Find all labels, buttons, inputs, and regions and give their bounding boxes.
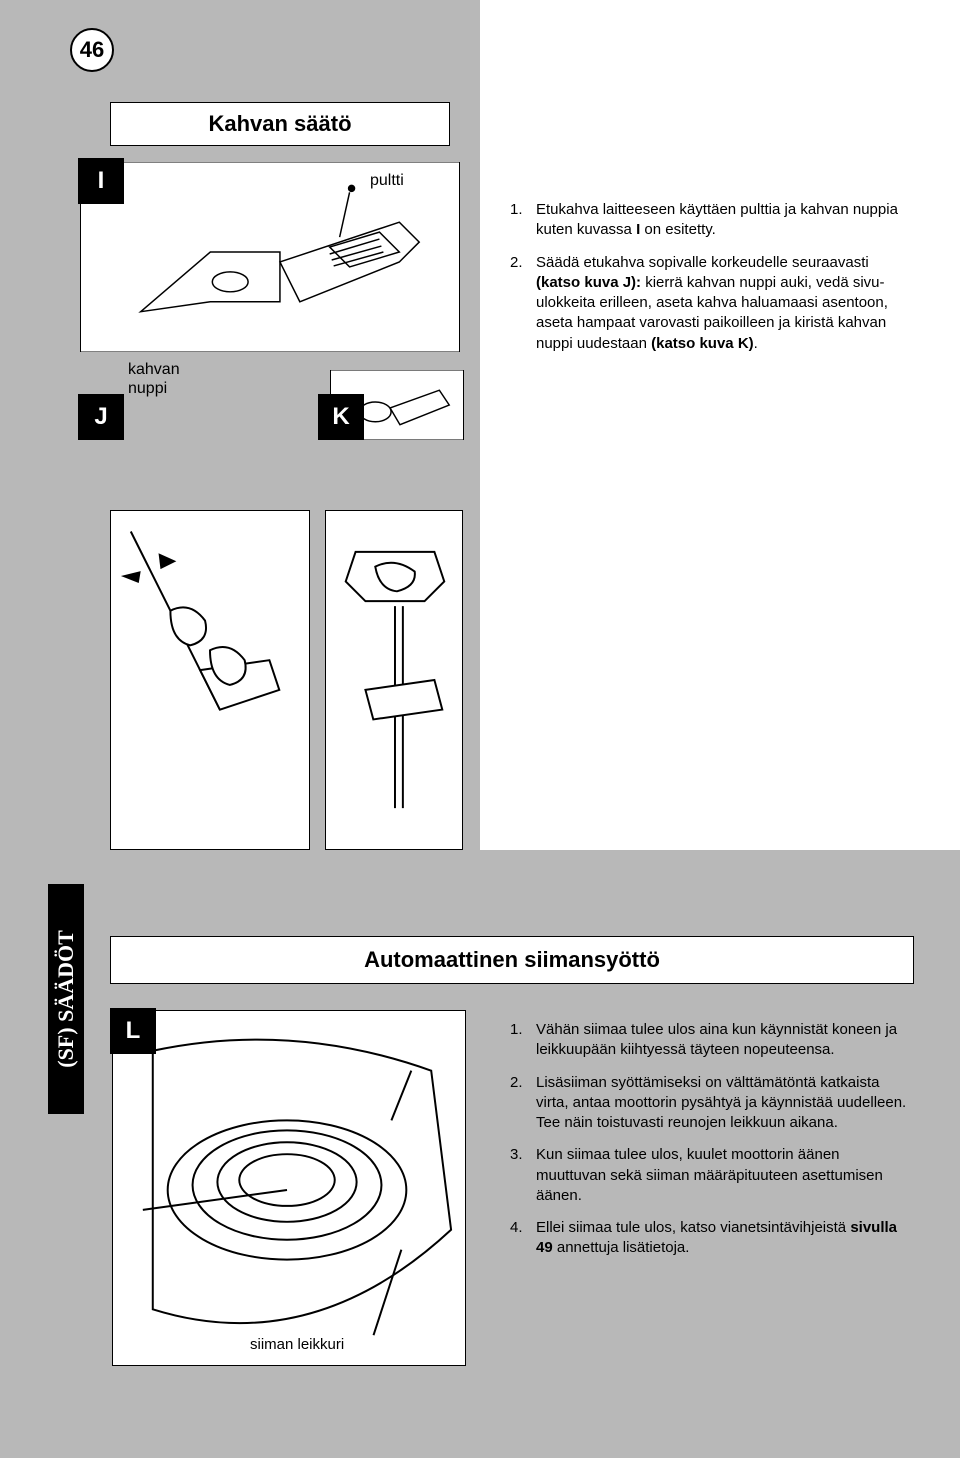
instruction-number: 1. bbox=[510, 200, 536, 241]
side-tab-text: (SF) SÄÄDÖT bbox=[53, 930, 79, 1068]
figure-middle-left bbox=[110, 510, 310, 850]
figure-middle-left-illustration bbox=[111, 510, 309, 850]
figure-tag-k: K bbox=[318, 394, 364, 440]
instr-text-part: Lisäsiiman syöttämiseksi on välttämätönt… bbox=[536, 1074, 906, 1132]
instr-text-part: on esitetty. bbox=[640, 221, 716, 238]
instruction-number: 2. bbox=[510, 1073, 536, 1134]
instr-text-part: annettuja lisätietoja. bbox=[553, 1239, 690, 1256]
figure-l-box bbox=[112, 1010, 466, 1366]
figure-middle-right bbox=[325, 510, 463, 850]
instruction-number: 1. bbox=[510, 1020, 536, 1061]
section-title-top: Kahvan säätö bbox=[110, 102, 450, 146]
instr-text-part: Säädä etukahva sopivalle korkeudelle seu… bbox=[536, 254, 869, 271]
section-title-bottom-text: Automaattinen siimansyöttö bbox=[129, 947, 895, 973]
instruction-number: 2. bbox=[510, 253, 536, 354]
figure-l-illustration bbox=[113, 1010, 465, 1366]
figure-i-box bbox=[80, 162, 460, 352]
label-kahvan-nuppi: kahvan nuppi bbox=[128, 360, 188, 398]
instruction-number: 3. bbox=[510, 1145, 536, 1206]
instruction-item: 1. Etukahva laitteeseen käyttäen pulttia… bbox=[510, 200, 910, 241]
figure-tag-l: L bbox=[110, 1008, 156, 1054]
instruction-text: Säädä etukahva sopivalle korkeudelle seu… bbox=[536, 253, 910, 354]
instruction-number: 4. bbox=[510, 1218, 536, 1259]
instructions-top: 1. Etukahva laitteeseen käyttäen pulttia… bbox=[510, 200, 910, 366]
page-number: 46 bbox=[70, 28, 114, 72]
instruction-text: Kun siimaa tulee ulos, kuulet moottorin … bbox=[536, 1145, 910, 1206]
instruction-text: Lisäsiiman syöttämiseksi on välttämätönt… bbox=[536, 1073, 910, 1134]
instruction-text: Ellei siimaa tule ulos, katso vianetsint… bbox=[536, 1218, 910, 1259]
instr-text-part: . bbox=[754, 335, 758, 352]
instruction-item: 3. Kun siimaa tulee ulos, kuulet moottor… bbox=[510, 1145, 910, 1206]
figure-i-illustration bbox=[81, 162, 459, 352]
side-tab: (SF) SÄÄDÖT bbox=[48, 884, 84, 1114]
figure-middle-right-illustration bbox=[326, 510, 462, 850]
instruction-item: 1. Vähän siimaa tulee ulos aina kun käyn… bbox=[510, 1020, 910, 1061]
instruction-item: 4. Ellei siimaa tule ulos, katso vianets… bbox=[510, 1218, 910, 1259]
instr-text-part: Etukahva laitteeseen käyttäen pulttia ja… bbox=[536, 201, 898, 238]
instr-text-part: Kun siimaa tulee ulos, kuulet moottorin … bbox=[536, 1146, 883, 1204]
instr-text-bold: (katso kuva K) bbox=[651, 335, 754, 352]
instr-text-part: Ellei siimaa tule ulos, katso vianetsint… bbox=[536, 1219, 850, 1236]
instruction-text: Vähän siimaa tulee ulos aina kun käynnis… bbox=[536, 1020, 910, 1061]
figure-tag-j: J bbox=[78, 394, 124, 440]
instr-text-bold: (katso kuva J): bbox=[536, 274, 641, 291]
label-pultti: pultti bbox=[370, 172, 404, 190]
label-siiman-leikkuri: siiman leikkuri bbox=[250, 1336, 344, 1353]
section-title-top-text: Kahvan säätö bbox=[129, 111, 431, 137]
instruction-item: 2. Säädä etukahva sopivalle korkeudelle … bbox=[510, 253, 910, 354]
instruction-text: Etukahva laitteeseen käyttäen pulttia ja… bbox=[536, 200, 910, 241]
section-title-bottom: Automaattinen siimansyöttö bbox=[110, 936, 914, 984]
figure-tag-i: I bbox=[78, 158, 124, 204]
instructions-bottom: 1. Vähän siimaa tulee ulos aina kun käyn… bbox=[510, 1020, 910, 1271]
instruction-item: 2. Lisäsiiman syöttämiseksi on välttämät… bbox=[510, 1073, 910, 1134]
instr-text-part: Vähän siimaa tulee ulos aina kun käynnis… bbox=[536, 1021, 897, 1058]
